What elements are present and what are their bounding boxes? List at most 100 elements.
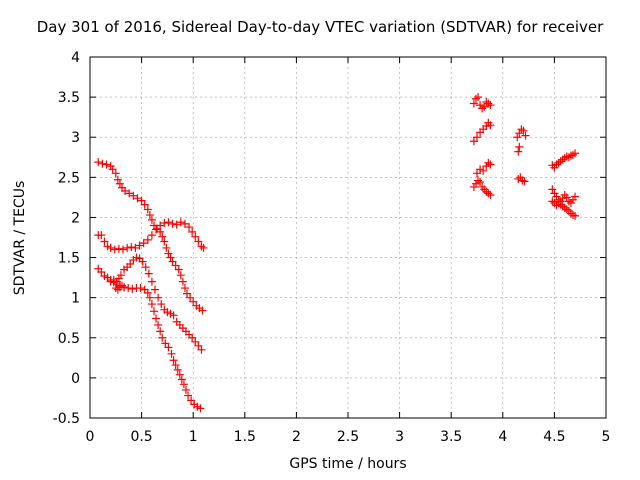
data-point xyxy=(173,365,182,374)
data-point xyxy=(164,249,173,258)
data-point xyxy=(562,205,571,214)
data-point xyxy=(164,343,173,352)
data-point xyxy=(564,197,573,206)
data-point xyxy=(128,284,137,293)
data-point xyxy=(486,160,495,169)
data-point xyxy=(560,154,569,163)
data-point xyxy=(519,126,528,135)
data-point xyxy=(139,239,148,248)
data-point xyxy=(144,269,153,278)
data-point xyxy=(145,211,154,220)
data-point xyxy=(556,157,565,166)
data-point xyxy=(558,155,567,164)
data-point xyxy=(548,185,557,194)
data-point xyxy=(186,293,195,302)
data-point xyxy=(183,289,192,298)
data-point xyxy=(558,202,567,211)
data-point xyxy=(515,142,524,151)
data-point xyxy=(513,133,522,142)
data-point xyxy=(482,97,491,106)
data-point xyxy=(479,166,488,175)
data-point xyxy=(145,293,154,302)
data-point xyxy=(469,99,478,108)
data-point xyxy=(169,356,178,365)
data-point xyxy=(552,160,561,169)
data-point xyxy=(125,189,134,198)
data-point xyxy=(158,333,167,342)
chart-title: Day 301 of 2016, Sidereal Day-to-day VTE… xyxy=(36,18,604,36)
data-point xyxy=(172,220,181,229)
data-point xyxy=(188,227,197,236)
data-point xyxy=(111,169,120,178)
data-point xyxy=(137,196,146,205)
data-point xyxy=(97,231,106,240)
y-tick-label: 4 xyxy=(71,50,80,66)
data-point xyxy=(181,385,190,394)
data-point xyxy=(196,404,205,413)
data-point xyxy=(154,293,163,302)
data-point xyxy=(474,93,483,102)
data-point xyxy=(568,211,577,220)
data-point xyxy=(198,306,207,315)
data-point xyxy=(197,345,206,354)
data-point xyxy=(123,243,132,252)
data-point xyxy=(131,243,140,252)
data-point xyxy=(116,271,125,280)
y-tick-label: -0.5 xyxy=(53,411,80,427)
ticks xyxy=(89,56,607,419)
data-point xyxy=(167,349,176,358)
data-point xyxy=(135,241,144,250)
data-point xyxy=(514,174,523,183)
data-point xyxy=(180,219,189,228)
y-tick-labels: -0.5 0 0.5 1 1.5 2 2.5 3 3.5 4 xyxy=(53,50,80,427)
data-point xyxy=(473,133,481,142)
data-point xyxy=(147,277,156,286)
data-point xyxy=(518,176,527,185)
data-point xyxy=(548,197,557,206)
data-point xyxy=(484,158,493,167)
x-tick-label: 4.5 xyxy=(543,429,565,445)
data-point xyxy=(152,225,161,234)
data-point xyxy=(566,151,575,160)
data-point xyxy=(136,284,145,293)
x-tick-label: 1 xyxy=(189,429,198,445)
x-tick-label: 3.5 xyxy=(440,429,462,445)
data-point xyxy=(478,104,487,113)
data-point xyxy=(120,283,129,292)
data-point xyxy=(126,259,135,268)
data-point xyxy=(520,177,529,186)
data-point xyxy=(168,257,177,266)
data-point xyxy=(111,284,120,293)
x-tick-label: 5 xyxy=(602,429,611,445)
data-point xyxy=(194,237,203,246)
data-point xyxy=(160,219,169,228)
data-point xyxy=(185,223,194,232)
data-point xyxy=(571,192,580,201)
x-axis-label: GPS time / hours xyxy=(289,456,407,472)
data-point xyxy=(517,125,526,134)
x-tick-label: 4 xyxy=(498,429,507,445)
data-point xyxy=(140,200,149,209)
y-tick-label: 0.5 xyxy=(58,331,80,347)
data-point xyxy=(141,263,150,272)
data-point xyxy=(521,131,530,140)
data-point xyxy=(562,193,571,202)
data-point xyxy=(194,341,203,350)
data-point xyxy=(171,261,180,270)
data-point xyxy=(156,327,165,336)
data-point xyxy=(147,231,156,240)
x-tick-label: 2.5 xyxy=(337,429,359,445)
data-point xyxy=(147,300,156,309)
y-tick-label: 3 xyxy=(71,130,80,146)
y-tick-label: 0 xyxy=(71,371,80,387)
x-tick-labels: 0 0.5 1 1.5 2 2.5 3 3.5 4 4.5 5 xyxy=(86,429,611,445)
data-point xyxy=(100,237,109,246)
x-tick-label: 3 xyxy=(395,429,404,445)
data-point xyxy=(156,221,165,230)
data-point xyxy=(476,178,485,187)
data-point xyxy=(179,380,188,389)
x-tick-label: 0.5 xyxy=(130,429,152,445)
data-point xyxy=(97,267,106,276)
data-point xyxy=(514,147,523,156)
data-points xyxy=(94,93,580,413)
